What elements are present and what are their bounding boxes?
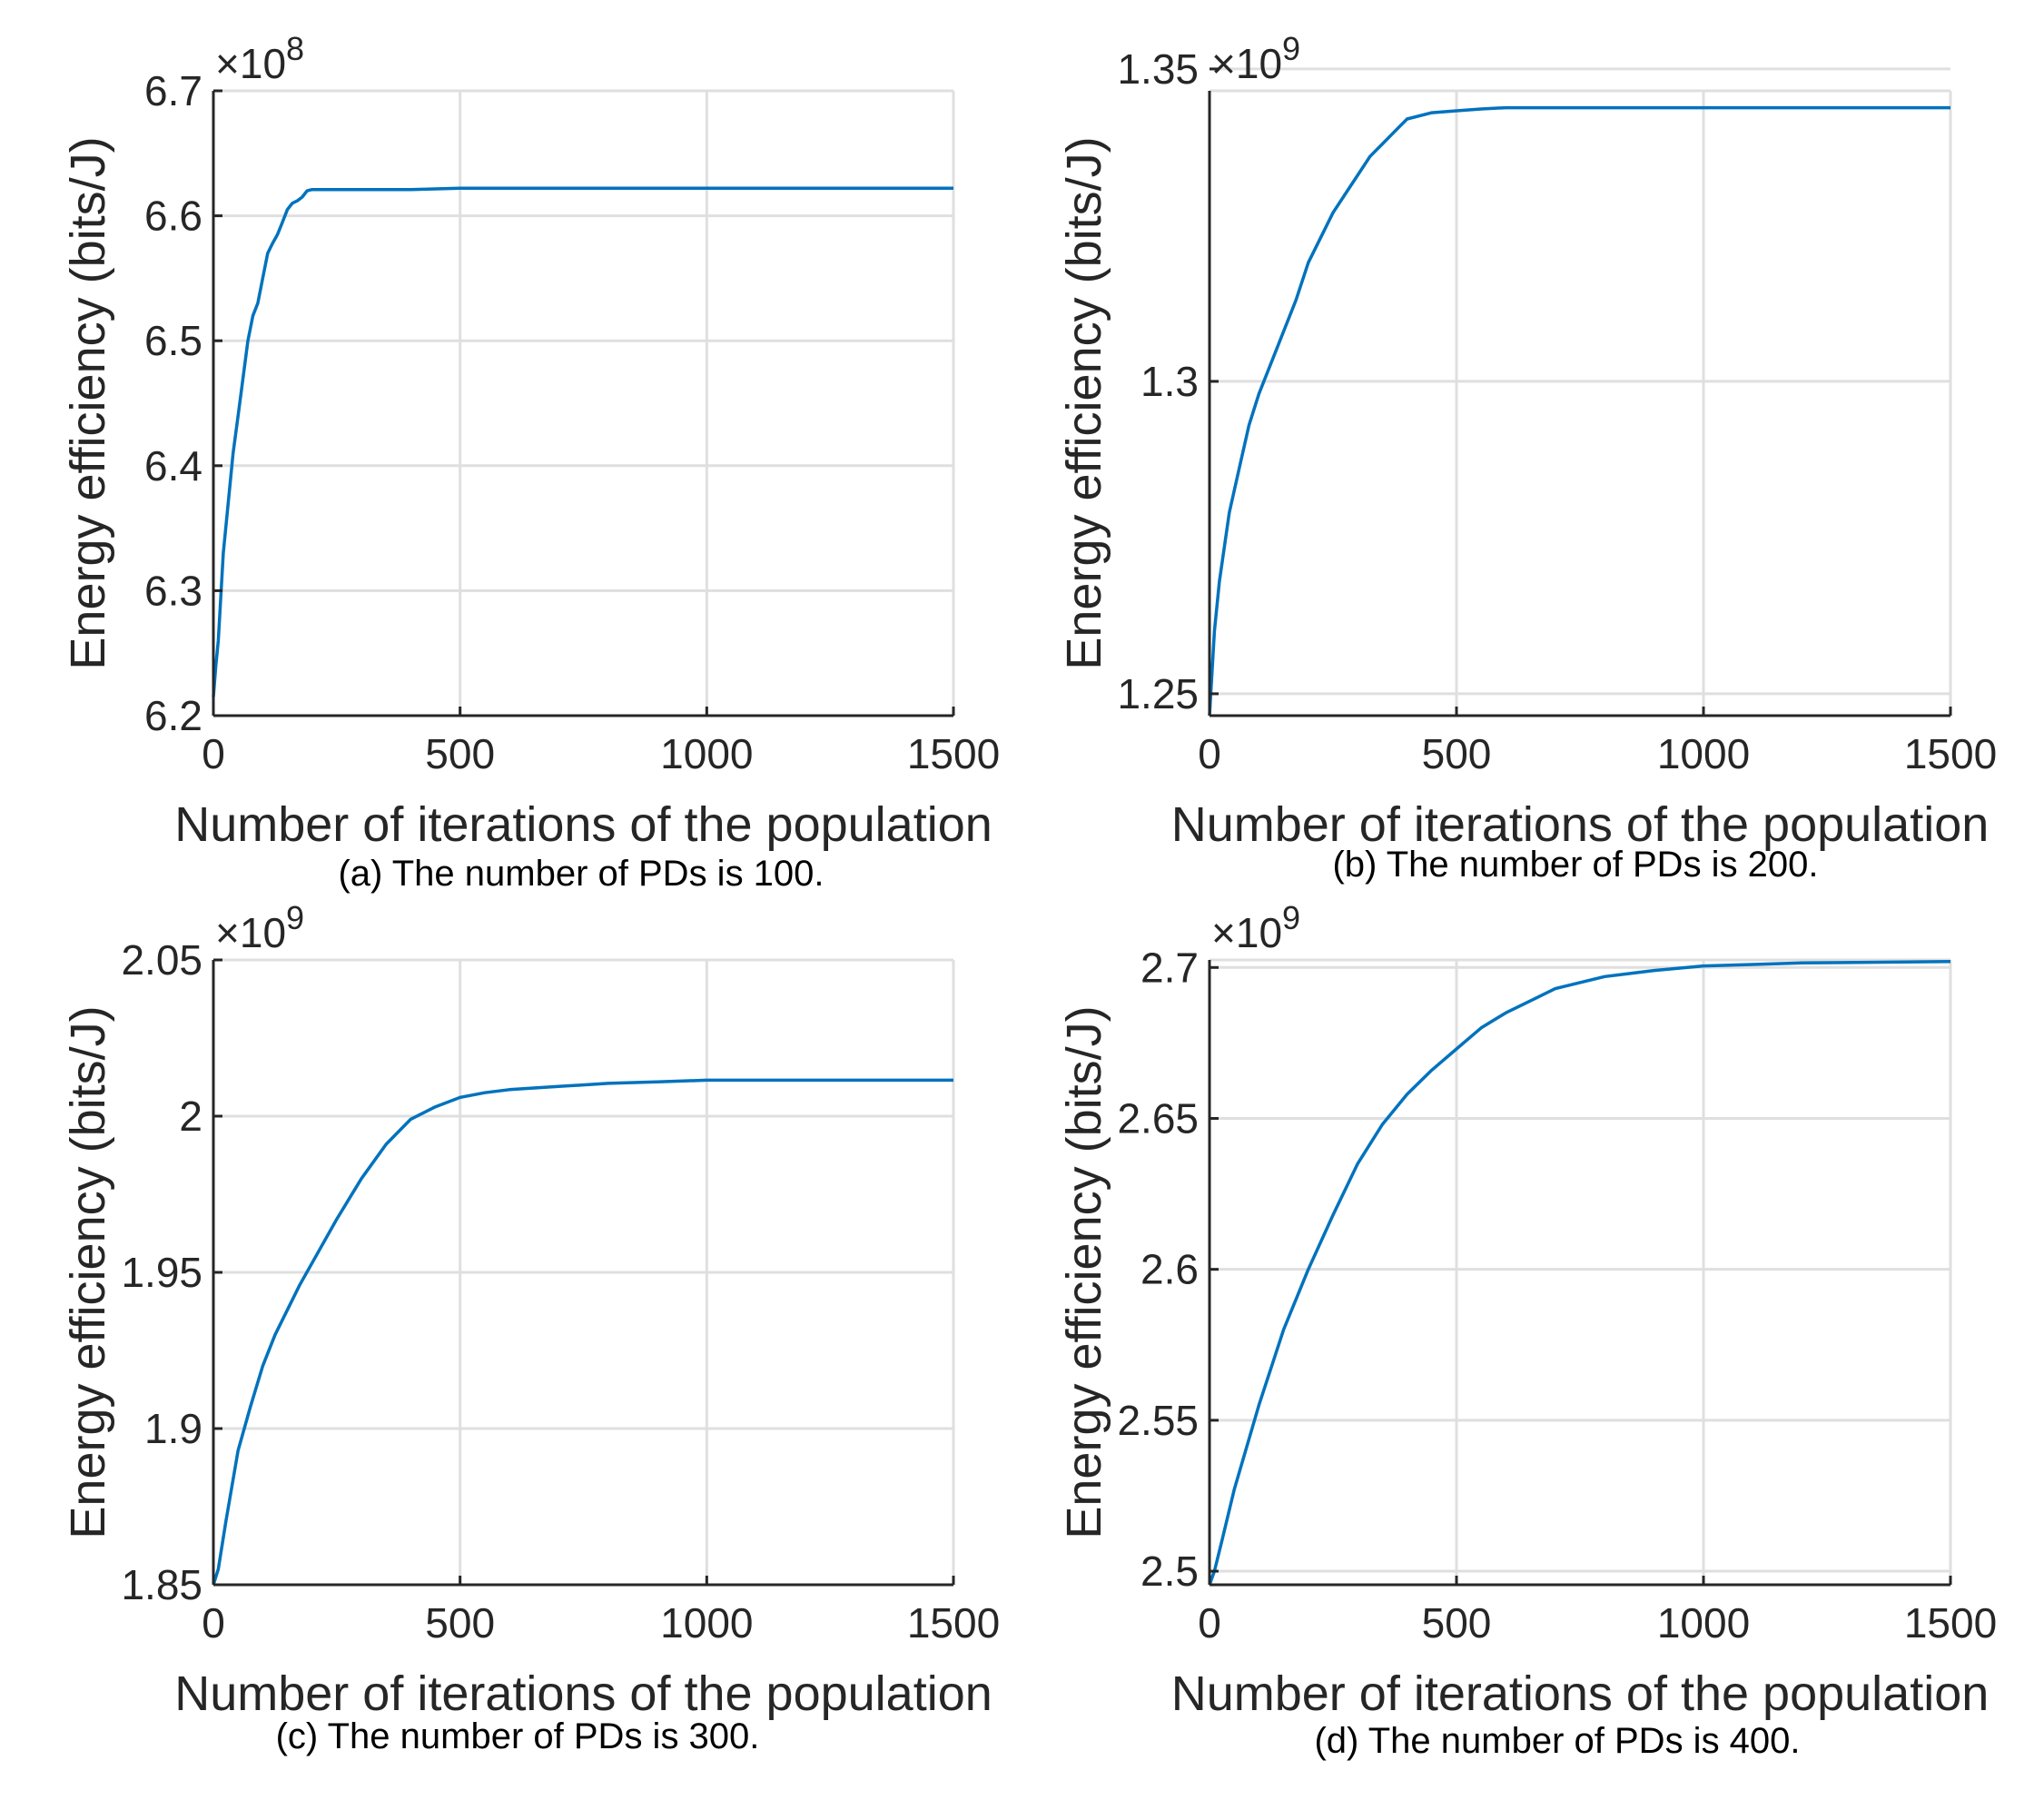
axis-exponent-power: 8 (286, 30, 304, 67)
axis-exponent-power: 9 (1282, 30, 1300, 67)
y-tick-label: 1.85 (121, 1561, 202, 1608)
axis-exponent-power: 9 (1282, 899, 1300, 936)
y-tick-label: 6.4 (144, 442, 202, 490)
y-tick-label: 2.6 (1140, 1246, 1199, 1293)
panel-caption: (a) The number of PDs is 100. (338, 854, 824, 894)
plot-area (1210, 960, 1950, 1585)
x-axis-label: Number of iterations of the population (1171, 1666, 1990, 1721)
x-tick-label: 1000 (660, 1599, 753, 1647)
x-tick-label: 500 (1422, 1599, 1492, 1647)
y-tick-label: 2.55 (1117, 1397, 1199, 1444)
plot-area (213, 91, 953, 716)
x-tick-label: 1500 (1904, 1599, 1997, 1647)
data-series-line (212, 186, 953, 697)
chart-panel-d: 0 500 1000 1500 2.5 2.55 2.6 2.65 2.7 ×109 Number … (1057, 899, 1997, 1761)
data-series-line (1208, 959, 1951, 1586)
y-tick-label: 6.5 (144, 317, 202, 364)
y-tick-label: 2.5 (1140, 1548, 1199, 1595)
y-tick-label: 2.7 (1140, 944, 1199, 991)
y-tick-label: 6.2 (144, 692, 202, 739)
x-tick-label: 1500 (907, 1599, 1000, 1647)
y-tick-label: 2 (179, 1093, 202, 1140)
x-tick-label: 0 (1198, 730, 1221, 777)
y-tick-label: 1.9 (144, 1405, 202, 1452)
x-tick-label: 1000 (1657, 1599, 1750, 1647)
x-tick-label: 500 (425, 730, 495, 777)
y-tick-label: 1.3 (1140, 358, 1199, 405)
x-axis-label: Number of iterations of the population (174, 1666, 992, 1721)
x-tick-label: 1500 (1904, 730, 1997, 777)
x-tick-label: 1000 (1657, 730, 1750, 777)
axis-exponent-label: ×109 (1211, 899, 1300, 956)
data-series-line (1208, 105, 1950, 717)
axis-exponent-power: 9 (286, 899, 304, 936)
x-tick-label: 500 (1422, 730, 1492, 777)
panel-caption: (d) The number of PDs is 400. (1314, 1721, 1800, 1761)
y-tick-label: 6.7 (144, 67, 202, 114)
chart-panel-b: 0 500 1000 1500 1.25 1.3 1.35 ×109 Number of ite… (1057, 30, 1997, 885)
axis-exponent-label: ×109 (1211, 30, 1300, 87)
x-tick-label: 0 (202, 1599, 225, 1647)
y-axis-label: Energy efficiency (bits/J) (61, 1005, 115, 1538)
y-axis-label: Energy efficiency (bits/J) (61, 136, 115, 669)
x-axis-label: Number of iterations of the population (1171, 797, 1990, 852)
x-axis-label: Number of iterations of the population (174, 797, 992, 852)
y-axis-label: Energy efficiency (bits/J) (1057, 136, 1111, 669)
y-tick-label: 6.3 (144, 567, 202, 614)
x-tick-label: 0 (202, 730, 225, 777)
panel-caption: (b) The number of PDs is 200. (1332, 845, 1818, 885)
data-series-line (212, 1078, 953, 1586)
panel-caption: (c) The number of PDs is 300. (276, 1716, 760, 1756)
x-tick-label: 1500 (907, 730, 1000, 777)
x-tick-label: 1000 (660, 730, 753, 777)
y-tick-label: 6.6 (144, 193, 202, 240)
chart-panel-c: 0 500 1000 1500 1.85 1.9 1.95 2 2.05 ×109 Number o… (61, 899, 1000, 1756)
y-tick-label: 1.95 (121, 1249, 202, 1296)
y-tick-label: 1.25 (1117, 670, 1199, 717)
x-tick-label: 0 (1198, 1599, 1221, 1647)
axis-exponent-label: ×109 (215, 899, 304, 956)
y-tick-label: 1.35 (1117, 45, 1199, 93)
y-axis-label: Energy efficiency (bits/J) (1057, 1005, 1111, 1538)
chart-panel-a: 0 500 1000 1500 6.2 6.3 6.4 6.5 6.6 6.7 ×108 Number… (61, 30, 1000, 894)
plot-area (1210, 91, 1950, 716)
y-tick-label: 2.05 (121, 936, 202, 984)
x-tick-label: 500 (425, 1599, 495, 1647)
y-tick-label: 2.65 (1117, 1094, 1199, 1142)
axis-exponent-label: ×108 (215, 30, 304, 87)
